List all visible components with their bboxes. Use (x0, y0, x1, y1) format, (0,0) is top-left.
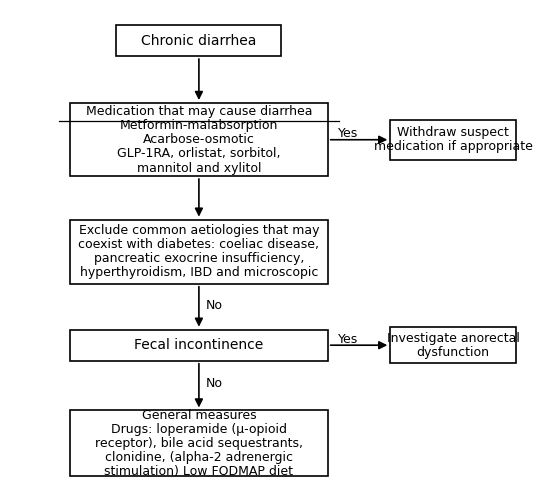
FancyBboxPatch shape (70, 410, 328, 476)
Text: Chronic diarrhea: Chronic diarrhea (141, 33, 257, 48)
Text: Drugs: loperamide (μ-opioid: Drugs: loperamide (μ-opioid (111, 423, 287, 436)
Text: coexist with diabetes: coeliac disease,: coexist with diabetes: coeliac disease, (78, 238, 320, 251)
Text: No: No (206, 299, 223, 311)
Text: GLP-1RA, orlistat, sorbitol,: GLP-1RA, orlistat, sorbitol, (117, 148, 281, 160)
Text: stimulation) Low FODMAP diet: stimulation) Low FODMAP diet (104, 465, 293, 478)
FancyBboxPatch shape (70, 330, 328, 361)
Text: Withdraw suspect: Withdraw suspect (397, 126, 509, 139)
Text: Investigate anorectal: Investigate anorectal (387, 332, 519, 344)
FancyBboxPatch shape (390, 120, 516, 160)
FancyBboxPatch shape (390, 328, 516, 363)
FancyBboxPatch shape (70, 103, 328, 176)
Text: Metformin-malabsorption: Metformin-malabsorption (120, 119, 278, 132)
Text: Fecal incontinence: Fecal incontinence (134, 338, 264, 352)
Text: mannitol and xylitol: mannitol and xylitol (136, 161, 261, 175)
Text: receptor), bile acid sequestrants,: receptor), bile acid sequestrants, (95, 437, 303, 450)
Text: dysfunction: dysfunction (417, 346, 490, 359)
Text: pancreatic exocrine insufficiency,: pancreatic exocrine insufficiency, (94, 252, 304, 265)
FancyBboxPatch shape (70, 220, 328, 283)
FancyBboxPatch shape (117, 25, 281, 56)
Text: Acarbose-osmotic: Acarbose-osmotic (143, 133, 255, 146)
Text: No: No (206, 377, 223, 391)
Text: Yes: Yes (338, 333, 359, 345)
Text: Yes: Yes (338, 127, 359, 140)
Text: Exclude common aetiologies that may: Exclude common aetiologies that may (78, 224, 319, 237)
Text: clonidine, (alpha-2 adrenergic: clonidine, (alpha-2 adrenergic (105, 451, 293, 464)
Text: General measures: General measures (142, 408, 256, 422)
Text: hyperthyroidism, IBD and microscopic: hyperthyroidism, IBD and microscopic (79, 267, 318, 279)
Text: medication if appropriate: medication if appropriate (374, 140, 533, 154)
Text: Medication that may cause diarrhea: Medication that may cause diarrhea (86, 105, 312, 118)
